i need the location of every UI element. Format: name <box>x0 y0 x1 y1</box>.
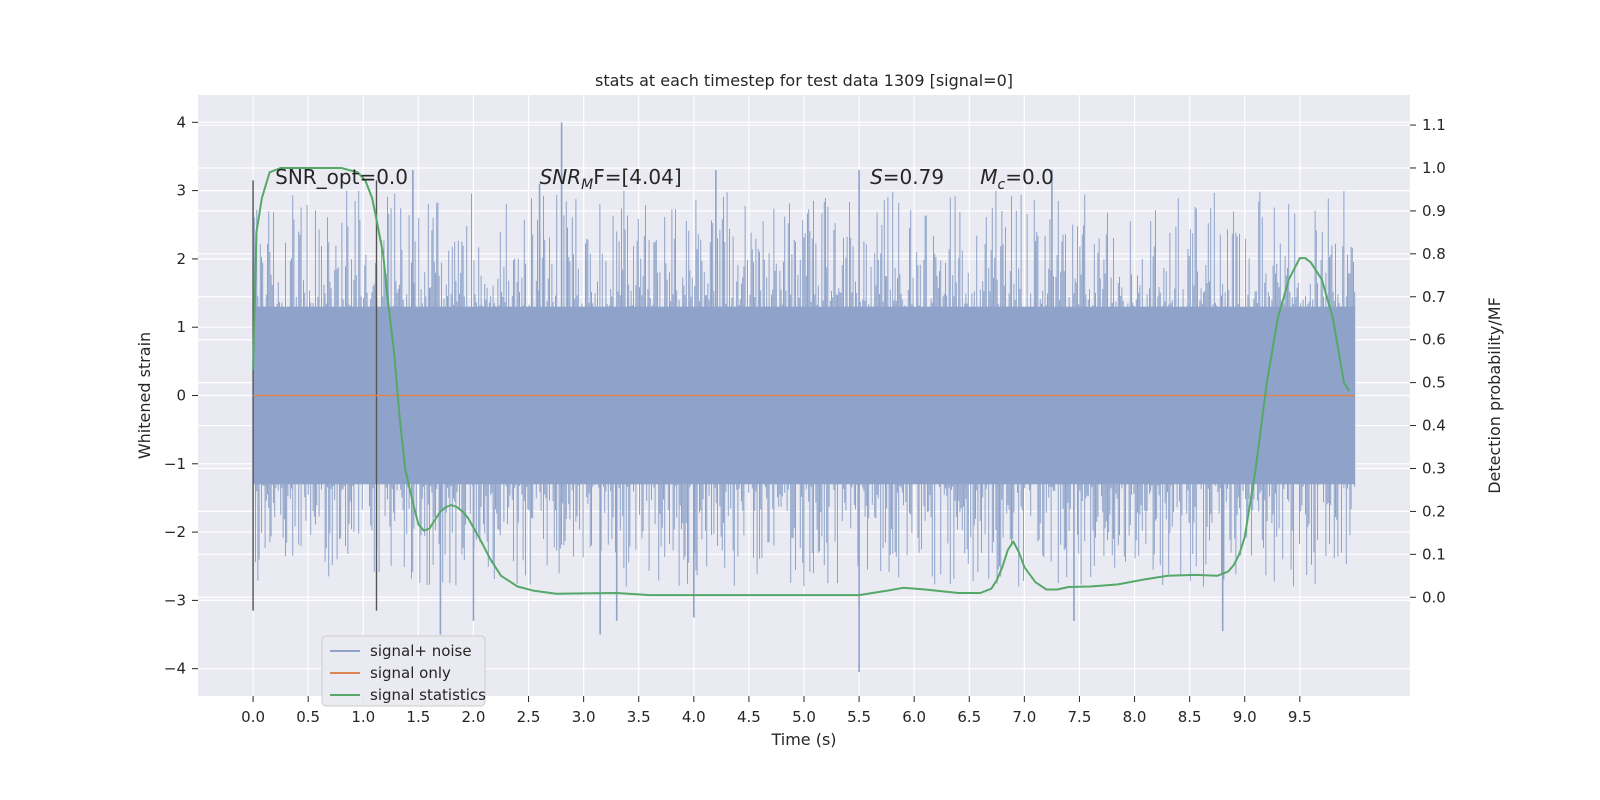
x-tick-label: 2.5 <box>517 708 541 726</box>
annotation-value: =0.79 <box>883 165 944 189</box>
x-tick-label: 4.0 <box>682 708 706 726</box>
y2-axis-label: Detection probability/MF <box>1485 297 1504 494</box>
y2-tick-label: 0.7 <box>1422 288 1446 306</box>
y2-tick-label: 0.2 <box>1422 502 1446 520</box>
x-tick-label: 3.5 <box>627 708 651 726</box>
legend-box <box>321 635 486 707</box>
legend: signal+ noise signal only signal statistic… <box>321 635 486 707</box>
x-tick-label: 9.0 <box>1233 708 1257 726</box>
annotation-2: S=0.79 <box>870 165 944 189</box>
x-tick-label: 9.5 <box>1288 708 1312 726</box>
y-tick-label: 3 <box>176 182 186 200</box>
y2-tick-label: 0.9 <box>1422 202 1446 220</box>
x-axis-label: Time (s) <box>770 730 836 749</box>
annotation-3: Mc=0.0 <box>980 165 1054 193</box>
y2-tick-label: 0.1 <box>1422 545 1446 563</box>
x-tick-label: 8.5 <box>1178 708 1202 726</box>
y2-tick-label: 0.5 <box>1422 374 1446 392</box>
y-tick-label: 2 <box>176 250 186 268</box>
annotation-symbol: M <box>980 165 997 189</box>
legend-label: signal statistics <box>370 686 486 704</box>
x-tick-label: 0.5 <box>296 708 320 726</box>
statistics-series <box>252 167 1351 597</box>
x-tick-label: 0.0 <box>241 708 265 726</box>
y-axis-label: Whitened strain <box>135 332 154 459</box>
y2-tick-label: 0.3 <box>1422 459 1446 477</box>
annotations: SNR_opt=0.0 SNRMF=[4.04] S=0.79 Mc=0.0 <box>275 165 1054 193</box>
x-tick-label: 1.5 <box>406 708 430 726</box>
x-tick-label: 5.0 <box>792 708 816 726</box>
y2-tick-label: 0.8 <box>1422 245 1446 263</box>
y-tick-label: −2 <box>164 523 186 541</box>
y-tick-label: −4 <box>164 660 186 678</box>
x-tick-label: 1.0 <box>351 708 375 726</box>
x-tick-label: 6.5 <box>957 708 981 726</box>
x-tick-label: 5.5 <box>847 708 871 726</box>
annotation-value: =0.0 <box>1005 165 1054 189</box>
x-tick-label: 8.0 <box>1123 708 1147 726</box>
y-tick-label: 1 <box>176 318 186 336</box>
x-tick-label: 2.0 <box>462 708 486 726</box>
y2-tick-label: 0.4 <box>1422 417 1446 435</box>
chart-title: stats at each timestep for test data 130… <box>595 71 1013 90</box>
y2-tick-label: 0.0 <box>1422 588 1446 606</box>
annotation-value: F=[4.04] <box>593 165 681 189</box>
x-tick-label: 3.0 <box>572 708 596 726</box>
axis-ticks: 0.0 0.5 1.0 1.5 2.0 2.5 3.0 3.5 4.0 4.5 5.0 5.5 6.0 6… <box>164 113 1446 726</box>
y2-tick-label: 1.0 <box>1422 159 1446 177</box>
y2-tick-label: 1.1 <box>1422 116 1446 134</box>
x-tick-label: 7.0 <box>1012 708 1036 726</box>
legend-label: signal+ noise <box>370 642 472 660</box>
y-tick-label: 4 <box>176 113 186 131</box>
x-tick-label: 4.5 <box>737 708 761 726</box>
y2-tick-label: 0.6 <box>1422 331 1446 349</box>
x-tick-label: 6.0 <box>902 708 926 726</box>
annotation-symbol: S <box>870 165 883 189</box>
annotation-0: SNR_opt=0.0 <box>275 165 408 189</box>
y-tick-label: −1 <box>164 455 186 473</box>
annotation-1: SNRMF=[4.04] <box>540 165 682 193</box>
x-tick-label: 7.5 <box>1068 708 1092 726</box>
statistics-line <box>252 167 1351 597</box>
y-tick-label: 0 <box>176 387 186 405</box>
annotation-symbol: SNR <box>540 165 582 189</box>
annotation-subscript: M <box>581 177 593 193</box>
legend-label: signal only <box>370 664 451 682</box>
annotation-subscript: c <box>998 177 1006 193</box>
y-tick-label: −3 <box>164 591 186 609</box>
